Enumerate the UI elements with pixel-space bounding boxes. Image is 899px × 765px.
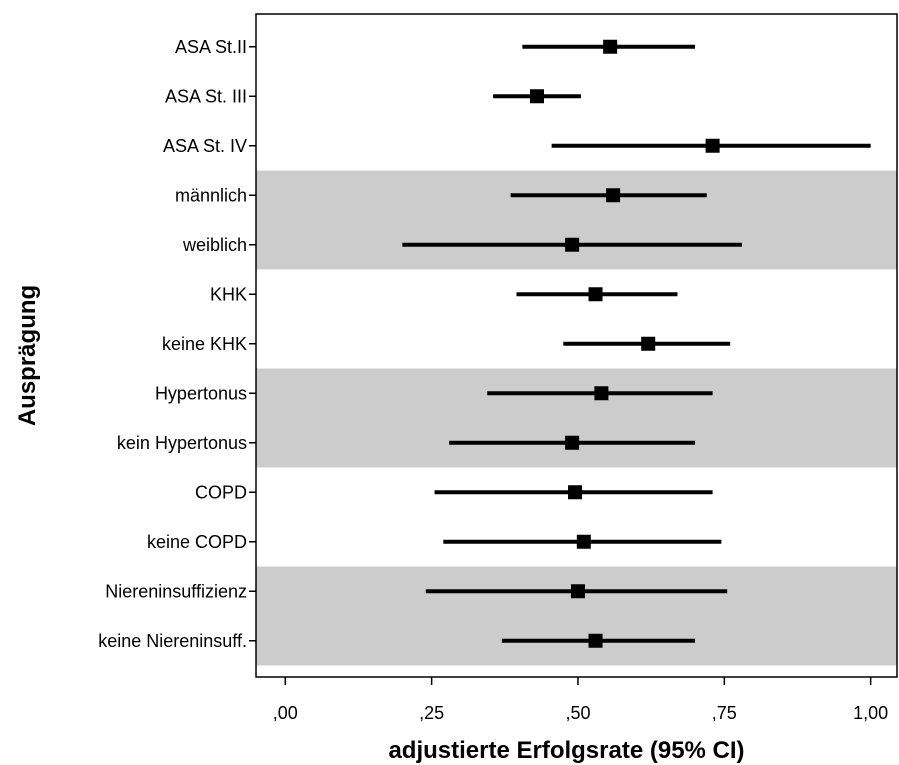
estimate-marker xyxy=(606,188,621,203)
row-label: ASA St. III xyxy=(165,86,247,106)
shaded-band-3 xyxy=(256,566,897,666)
estimate-marker xyxy=(705,138,720,153)
row-label: KHK xyxy=(210,284,247,304)
x-tick-label: ,00 xyxy=(273,703,298,723)
forest-row: Hypertonus xyxy=(155,383,713,403)
estimate-marker xyxy=(588,633,603,648)
estimate-marker xyxy=(570,584,585,599)
forest-row: männlich xyxy=(175,185,707,205)
row-label: ASA St.II xyxy=(175,37,247,57)
forest-row: ASA St. IV xyxy=(163,136,871,156)
row-label: Hypertonus xyxy=(155,383,247,403)
forest-row: weiblich xyxy=(182,235,742,255)
estimate-marker xyxy=(565,435,580,450)
forest-row: kein Hypertonus xyxy=(117,433,696,453)
estimate-marker xyxy=(529,89,544,104)
shaded-band-2 xyxy=(256,368,897,468)
forest-rows: ASA St.II ASA St. III ASA St. IV männlich we… xyxy=(98,37,871,651)
plot-frame xyxy=(255,13,898,678)
forest-row: COPD xyxy=(195,482,713,502)
forest-row: keine COPD xyxy=(147,532,722,552)
row-label: Niereninsuffizienz xyxy=(105,581,247,601)
forest-row: ASA St. III xyxy=(165,86,581,106)
row-label: männlich xyxy=(175,185,247,205)
forest-row: ASA St.II xyxy=(175,37,696,57)
x-tick-label: ,25 xyxy=(419,703,444,723)
row-label: weiblich xyxy=(182,235,247,255)
row-label: COPD xyxy=(195,482,247,502)
estimate-marker xyxy=(594,386,609,401)
x-axis-title: adjustierte Erfolgsrate (95% CI) xyxy=(388,737,744,764)
forest-row: keine Niereninsuff. xyxy=(98,631,696,651)
estimate-marker xyxy=(588,287,603,302)
x-tick-label: 1,00 xyxy=(853,703,888,723)
estimate-marker xyxy=(603,39,618,54)
shaded-band-1 xyxy=(256,170,897,270)
y-axis-title: Ausprägung xyxy=(14,285,41,426)
row-label: ASA St. IV xyxy=(163,136,247,156)
estimate-marker xyxy=(576,534,591,549)
estimate-marker xyxy=(641,336,656,351)
row-label: keine COPD xyxy=(147,532,247,552)
forest-row: KHK xyxy=(210,284,678,304)
x-tick-label: ,50 xyxy=(565,703,590,723)
x-tick-label: ,75 xyxy=(712,703,737,723)
estimate-marker xyxy=(565,237,580,252)
forest-row: keine KHK xyxy=(162,334,731,354)
row-label: kein Hypertonus xyxy=(117,433,247,453)
shaded-bands xyxy=(256,170,897,666)
row-label: keine Niereninsuff. xyxy=(98,631,247,651)
estimate-marker xyxy=(568,485,583,500)
forest-row: Niereninsuffizienz xyxy=(105,581,728,601)
row-label: keine KHK xyxy=(162,334,247,354)
x-axis: ,00 ,25 ,50 ,75 1,00 xyxy=(273,677,888,723)
